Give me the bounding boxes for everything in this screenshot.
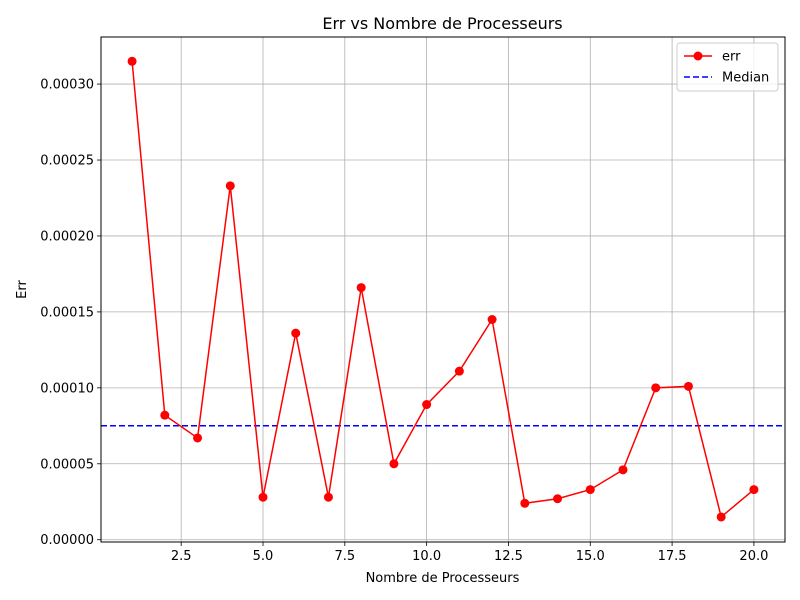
data-point	[356, 283, 366, 293]
data-point	[258, 492, 268, 502]
ticks: 2.5 5.0 7.5 10.0 12.5 15.0 17.5 20.0 0.00000 0.00…	[40, 78, 768, 564]
data-point	[127, 56, 137, 66]
data-point	[193, 433, 203, 443]
data-point	[749, 485, 759, 495]
data-point	[651, 383, 661, 393]
data-point	[585, 485, 595, 495]
legend-err-label: err	[722, 50, 741, 65]
data-point	[487, 314, 497, 324]
x-tick-label: 20.0	[739, 549, 768, 564]
chart-title: Err vs Nombre de Processeurs	[322, 14, 562, 33]
data-point	[454, 366, 464, 376]
data-point	[422, 400, 432, 410]
data-point	[291, 328, 301, 338]
x-tick-label: 12.5	[494, 549, 523, 564]
data-point	[389, 459, 399, 469]
data-point	[618, 465, 628, 475]
y-axis-title: Err	[15, 280, 30, 299]
y-tick-label: 0.00005	[40, 457, 94, 472]
data-point	[225, 181, 235, 191]
x-tick-label: 15.0	[576, 549, 605, 564]
series-line-err	[131, 61, 755, 519]
data-point	[683, 381, 693, 391]
y-tick-label: 0.00025	[40, 154, 94, 169]
y-tick-label: 0.00030	[40, 78, 94, 93]
data-point	[716, 512, 726, 522]
x-tick-label: 17.5	[658, 549, 687, 564]
y-tick-label: 0.00020	[40, 229, 94, 244]
y-tick-label: 0.00000	[40, 533, 94, 548]
y-tick-label: 0.00015	[40, 305, 94, 320]
legend-err-marker	[693, 51, 703, 61]
x-tick-label: 5.0	[253, 549, 274, 564]
plot-frame	[100, 36, 786, 543]
data-point	[553, 494, 563, 504]
data-point	[323, 492, 333, 502]
legend-median-label: Median	[722, 71, 769, 86]
y-tick-label: 0.00010	[40, 381, 94, 396]
data-point	[520, 498, 530, 508]
data-point	[160, 410, 170, 420]
legend: err Median	[676, 42, 779, 92]
x-tick-label: 7.5	[334, 549, 355, 564]
x-axis-title: Nombre de Processeurs	[366, 571, 520, 586]
x-tick-label: 2.5	[171, 549, 192, 564]
series-layer	[101, 56, 785, 522]
x-tick-label: 10.0	[412, 549, 441, 564]
